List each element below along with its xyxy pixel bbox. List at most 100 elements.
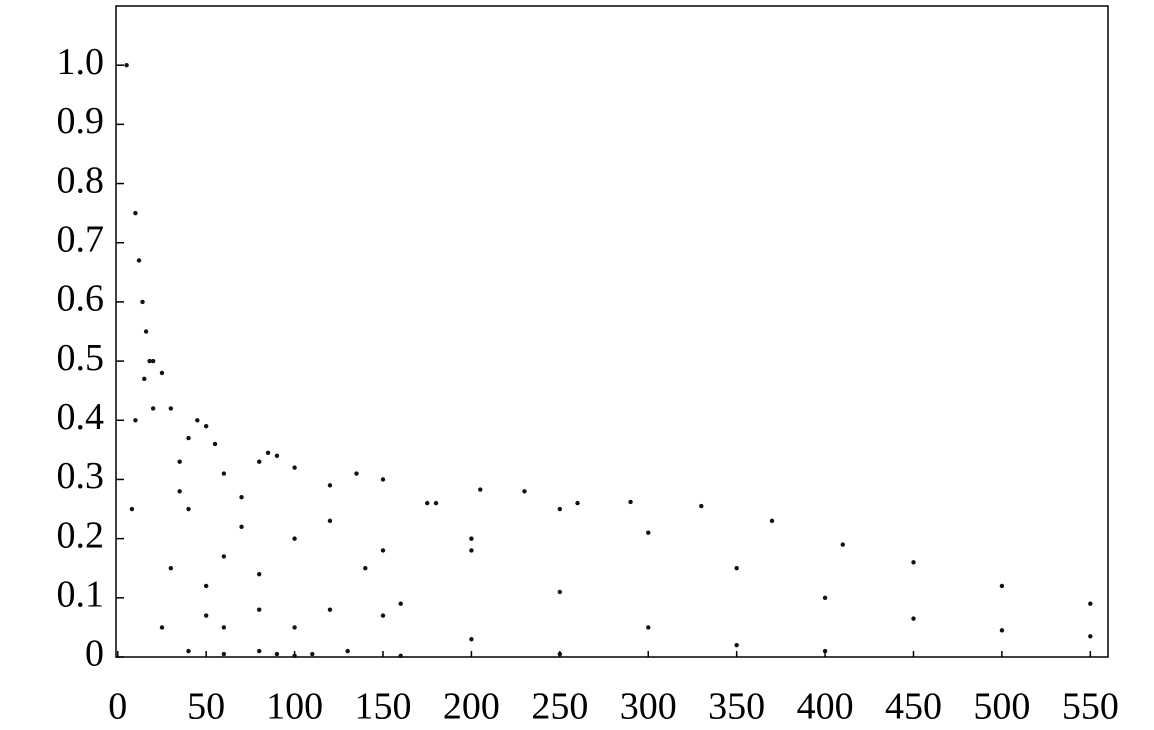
point [999,628,1005,633]
point [159,625,165,630]
y-tick-label: 0.1 [57,574,105,616]
point [274,651,280,657]
point [345,648,350,654]
point [734,566,739,571]
point [212,441,218,447]
point [203,423,209,429]
point [911,616,916,621]
point [433,500,439,506]
y-tick-label: 0.4 [57,396,105,438]
point [840,542,845,547]
point [310,651,315,657]
point [575,500,580,506]
x-tick-label: 200 [443,686,500,728]
point [292,653,297,659]
point [478,487,483,492]
y-tick-label: 0.5 [57,337,105,379]
point [257,607,262,612]
point [168,566,174,571]
point [150,358,156,364]
point [140,299,145,305]
point [1088,634,1093,639]
point [398,601,403,606]
point [557,589,563,595]
point [186,506,191,512]
x-tick-label: 400 [797,686,854,728]
x-tick-label: 50 [187,686,225,728]
point [354,471,359,476]
point [136,258,142,263]
point [769,518,775,524]
point [221,471,227,476]
point [203,613,209,618]
point [292,536,297,541]
point [822,648,828,654]
point [292,625,297,630]
x-tick-label: 350 [708,686,765,728]
y-tick-label: 0.3 [57,455,105,497]
x-tick-label: 100 [266,686,323,728]
point [292,465,297,470]
y-tick-label: 1.0 [57,41,105,83]
plot-frame [115,5,1109,658]
point [1088,601,1093,606]
x-tick-label: 450 [885,686,942,728]
point [557,506,563,512]
x-tick-label: 150 [355,686,412,728]
point [646,625,651,630]
point [363,566,368,571]
y-tick-label: 0.9 [57,100,105,142]
point [143,329,149,334]
point [999,583,1005,589]
point [628,499,633,505]
point [734,642,739,648]
point [150,406,156,411]
point [557,651,563,657]
point [186,648,191,654]
point [425,500,430,506]
point [177,489,182,494]
point [124,62,129,68]
point [203,583,209,589]
point [221,554,227,559]
point [469,637,474,642]
point [380,613,386,618]
y-tick-label: 0 [85,633,104,675]
point [398,653,403,659]
point [221,651,227,657]
point [274,453,280,458]
point [177,459,182,464]
point [327,518,333,524]
point [147,358,152,364]
point [133,210,138,216]
point [257,571,262,577]
point [380,548,386,553]
point [186,435,191,441]
y-tick-label: 0.7 [57,218,105,260]
point [822,595,828,601]
point [195,418,200,423]
point [699,503,704,509]
point [257,459,262,464]
point [133,418,138,423]
point [327,607,333,612]
point [239,524,244,529]
x-tick-label: 250 [531,686,588,728]
point [239,495,244,500]
point [911,560,916,565]
x-tick-label: 550 [1062,686,1119,728]
point [380,477,386,482]
y-tick-label: 0.8 [57,159,105,201]
point [129,506,135,512]
point [469,548,474,553]
point [265,450,271,456]
point [327,483,333,488]
y-tick-label: 0.2 [57,514,105,556]
point [221,625,227,630]
y-tick-label: 0.6 [57,278,105,320]
point [142,376,147,382]
point [168,406,174,411]
x-tick-label: 300 [620,686,677,728]
x-tick-label: 500 [973,686,1030,728]
